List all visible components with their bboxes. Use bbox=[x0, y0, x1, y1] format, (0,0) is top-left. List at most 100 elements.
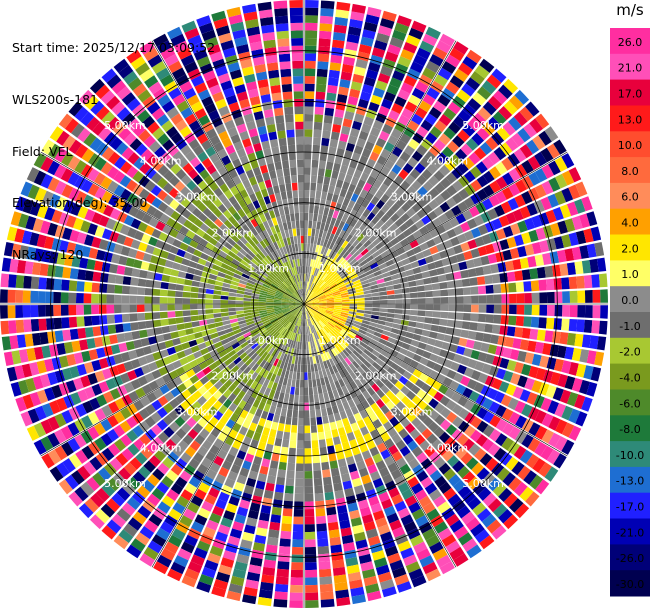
range-gate bbox=[131, 103, 146, 117]
range-gate bbox=[488, 401, 500, 414]
range-gate bbox=[451, 205, 462, 216]
range-gate bbox=[395, 439, 407, 451]
range-gate bbox=[290, 363, 295, 372]
range-gate bbox=[135, 347, 145, 358]
range-gate bbox=[506, 271, 516, 282]
range-gate bbox=[74, 160, 87, 174]
range-gate bbox=[220, 304, 229, 308]
range-gate bbox=[299, 326, 302, 335]
range-gate bbox=[162, 414, 174, 426]
range-gate bbox=[486, 519, 502, 534]
range-gate bbox=[306, 250, 310, 259]
range-gate bbox=[304, 372, 308, 380]
range-gate bbox=[195, 243, 205, 252]
range-gate bbox=[185, 446, 197, 458]
range-gate bbox=[443, 468, 456, 481]
range-gate bbox=[38, 291, 46, 303]
range-gate bbox=[10, 381, 22, 397]
range-gate bbox=[244, 291, 252, 296]
range-gate bbox=[319, 301, 327, 304]
range-gate bbox=[279, 285, 287, 291]
range-gate bbox=[409, 310, 418, 316]
range-gate bbox=[487, 253, 498, 264]
range-gate bbox=[162, 182, 174, 194]
range-gate bbox=[141, 233, 151, 244]
range-gate bbox=[250, 304, 259, 307]
range-gate bbox=[248, 276, 257, 283]
range-gate bbox=[310, 295, 317, 300]
range-gate bbox=[260, 504, 272, 514]
range-gate bbox=[396, 366, 406, 376]
range-gate bbox=[108, 194, 120, 207]
range-gate bbox=[170, 269, 180, 277]
range-gate bbox=[171, 528, 186, 541]
range-gate bbox=[304, 301, 312, 304]
range-gate bbox=[502, 472, 516, 487]
range-gate bbox=[425, 376, 436, 387]
range-gate bbox=[363, 313, 372, 318]
range-gate bbox=[305, 577, 318, 586]
range-gate bbox=[370, 429, 380, 440]
range-gate bbox=[262, 32, 276, 42]
range-gate bbox=[333, 412, 342, 422]
range-gate bbox=[283, 361, 288, 370]
range-gate bbox=[293, 197, 299, 206]
range-gate bbox=[370, 284, 379, 290]
range-gate bbox=[373, 435, 384, 446]
range-gate bbox=[199, 282, 208, 289]
range-gate bbox=[259, 240, 267, 249]
range-gate bbox=[250, 135, 261, 145]
range-ring-label: 5.00km bbox=[462, 119, 504, 132]
range-gate bbox=[314, 106, 324, 115]
range-gate bbox=[399, 324, 408, 332]
range-gate bbox=[442, 377, 453, 387]
range-gate bbox=[242, 436, 252, 446]
range-gate bbox=[365, 406, 374, 416]
range-gate bbox=[83, 132, 97, 147]
range-gate bbox=[521, 434, 534, 448]
range-gate bbox=[215, 25, 231, 37]
range-gate bbox=[319, 271, 325, 279]
range-gate bbox=[304, 319, 307, 327]
range-gate bbox=[63, 254, 74, 267]
range-gate bbox=[366, 396, 376, 406]
range-gate bbox=[529, 118, 544, 134]
range-gate bbox=[142, 479, 155, 493]
range-gate bbox=[363, 251, 372, 260]
range-gate bbox=[334, 298, 342, 301]
range-gate bbox=[228, 311, 237, 316]
range-gate bbox=[352, 202, 361, 212]
range-gate bbox=[419, 372, 429, 383]
range-gate bbox=[297, 433, 304, 441]
range-gate bbox=[317, 310, 325, 315]
range-gate bbox=[347, 26, 362, 37]
range-gate bbox=[300, 364, 304, 373]
range-gate bbox=[300, 311, 303, 319]
range-gate bbox=[266, 475, 276, 484]
range-gate bbox=[91, 359, 102, 372]
range-gate bbox=[364, 310, 372, 315]
range-gate bbox=[474, 361, 485, 372]
range-gate bbox=[322, 369, 328, 378]
range-gate bbox=[298, 334, 301, 342]
range-gate bbox=[417, 411, 428, 422]
range-gate bbox=[156, 114, 170, 127]
range-gate bbox=[473, 382, 485, 393]
range-gate bbox=[367, 464, 378, 474]
range-gate bbox=[426, 360, 436, 369]
range-gate bbox=[357, 393, 366, 403]
range-gate bbox=[355, 358, 363, 366]
range-gate bbox=[328, 69, 340, 79]
range-gate bbox=[189, 156, 201, 168]
range-gate bbox=[375, 379, 385, 389]
range-gate bbox=[479, 535, 495, 550]
range-gate bbox=[181, 20, 197, 33]
range-gate bbox=[305, 45, 317, 54]
range-gate bbox=[343, 542, 356, 552]
range-gate bbox=[109, 136, 123, 151]
range-gate bbox=[317, 61, 329, 70]
range-gate bbox=[340, 312, 349, 316]
range-gate bbox=[267, 312, 276, 316]
range-gate bbox=[225, 144, 236, 155]
range-gate bbox=[277, 561, 290, 570]
